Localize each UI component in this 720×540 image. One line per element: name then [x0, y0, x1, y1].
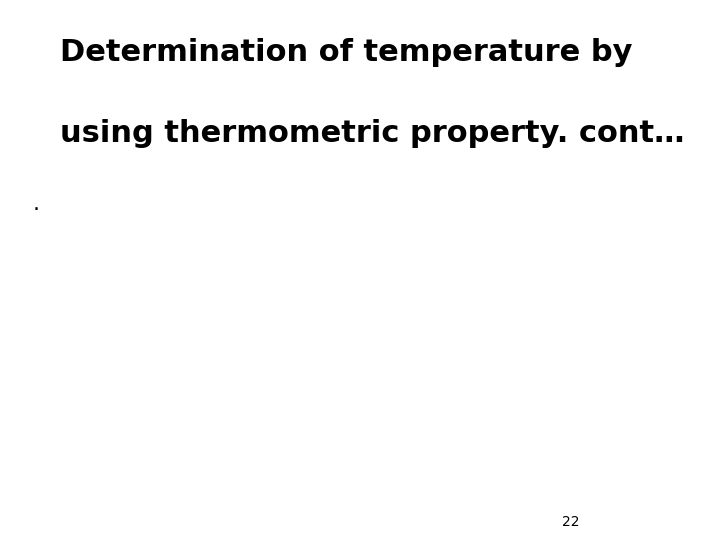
Text: Determination of temperature by: Determination of temperature by: [60, 38, 632, 67]
Text: .: .: [33, 194, 40, 214]
Text: 22: 22: [562, 515, 580, 529]
Text: using thermometric property. cont…: using thermometric property. cont…: [60, 119, 684, 148]
